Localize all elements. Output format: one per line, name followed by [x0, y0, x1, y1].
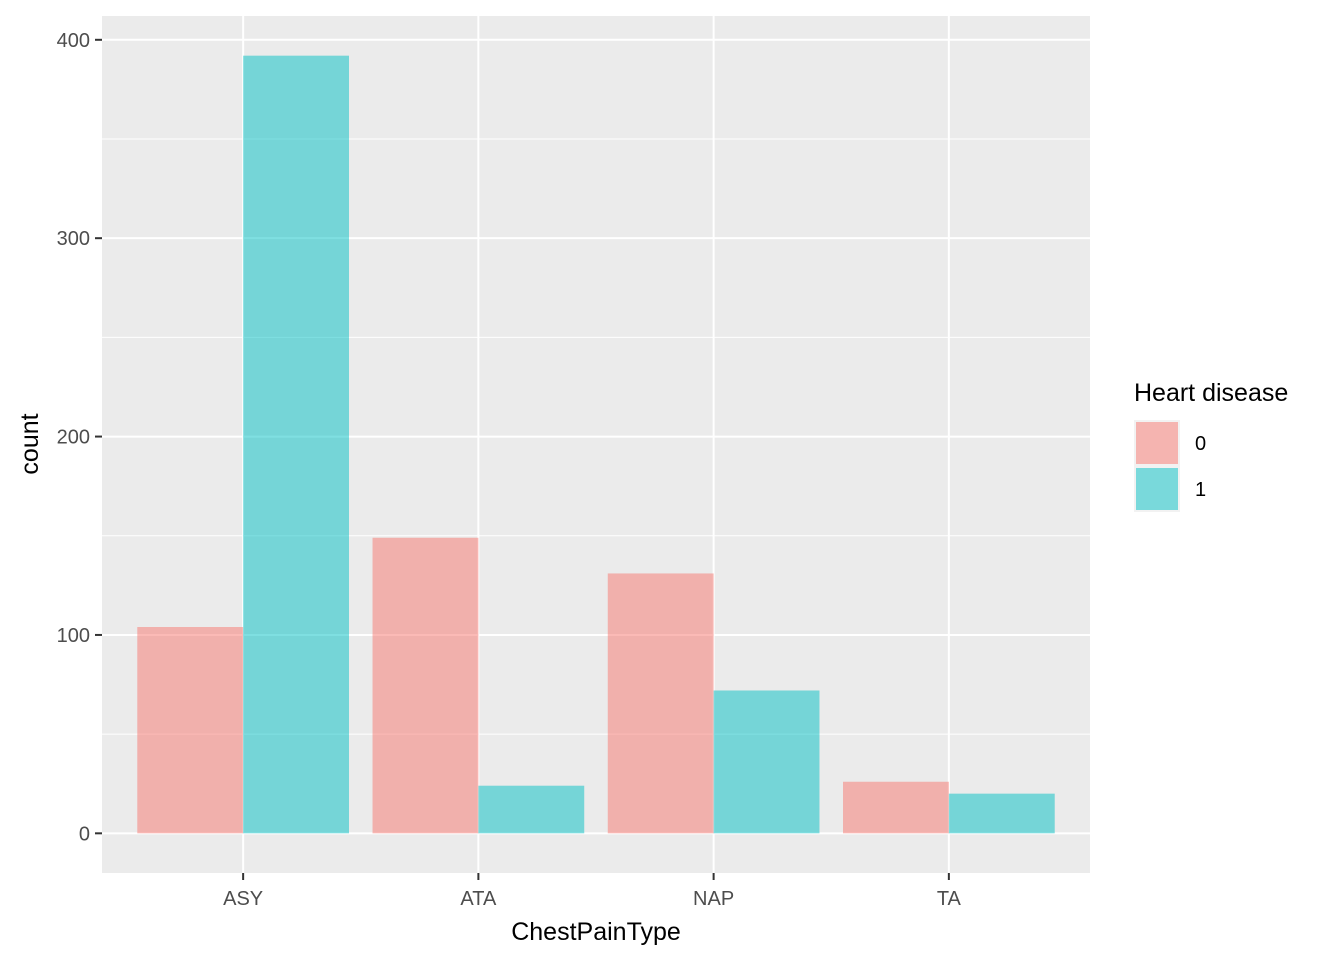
legend-items: 01 — [1134, 420, 1206, 512]
bar-ta-series-0 — [843, 781, 949, 834]
bar-asy-series-0 — [137, 627, 244, 834]
y-axis-title: count — [16, 413, 44, 474]
legend[interactable]: Heart disease 01 — [1134, 379, 1288, 512]
legend-label-1: 1 — [1195, 479, 1206, 501]
x-axis: ASY ATA NAP TA — [223, 873, 962, 910]
legend-key-swatch-1 — [1136, 468, 1178, 510]
x-tick-label: NAP — [693, 888, 734, 910]
bar-ata-series-0 — [372, 537, 479, 834]
bar-nap-series-1 — [713, 690, 820, 834]
bar-asy-series-1 — [243, 55, 349, 834]
bar-nap-series-0 — [607, 573, 714, 834]
legend-title: Heart disease — [1134, 379, 1288, 407]
x-tick-label: TA — [937, 888, 962, 910]
x-axis-title: ChestPainType — [511, 918, 681, 946]
x-tick-label: ATA — [460, 888, 497, 910]
y-axis: 0 100 200 300 400 — [57, 30, 102, 845]
legend-label-0: 0 — [1195, 433, 1206, 455]
bar-ata-series-1 — [478, 785, 585, 834]
y-tick-label: 0 — [79, 823, 90, 845]
y-tick-label: 300 — [57, 228, 90, 250]
bar-ta-series-1 — [948, 793, 1055, 834]
bars — [137, 55, 1055, 834]
y-tick-label: 400 — [57, 30, 90, 52]
legend-key-swatch-0 — [1136, 422, 1178, 464]
y-tick-label: 200 — [57, 427, 90, 449]
y-tick-label: 100 — [57, 625, 90, 647]
x-tick-label: ASY — [223, 888, 263, 910]
